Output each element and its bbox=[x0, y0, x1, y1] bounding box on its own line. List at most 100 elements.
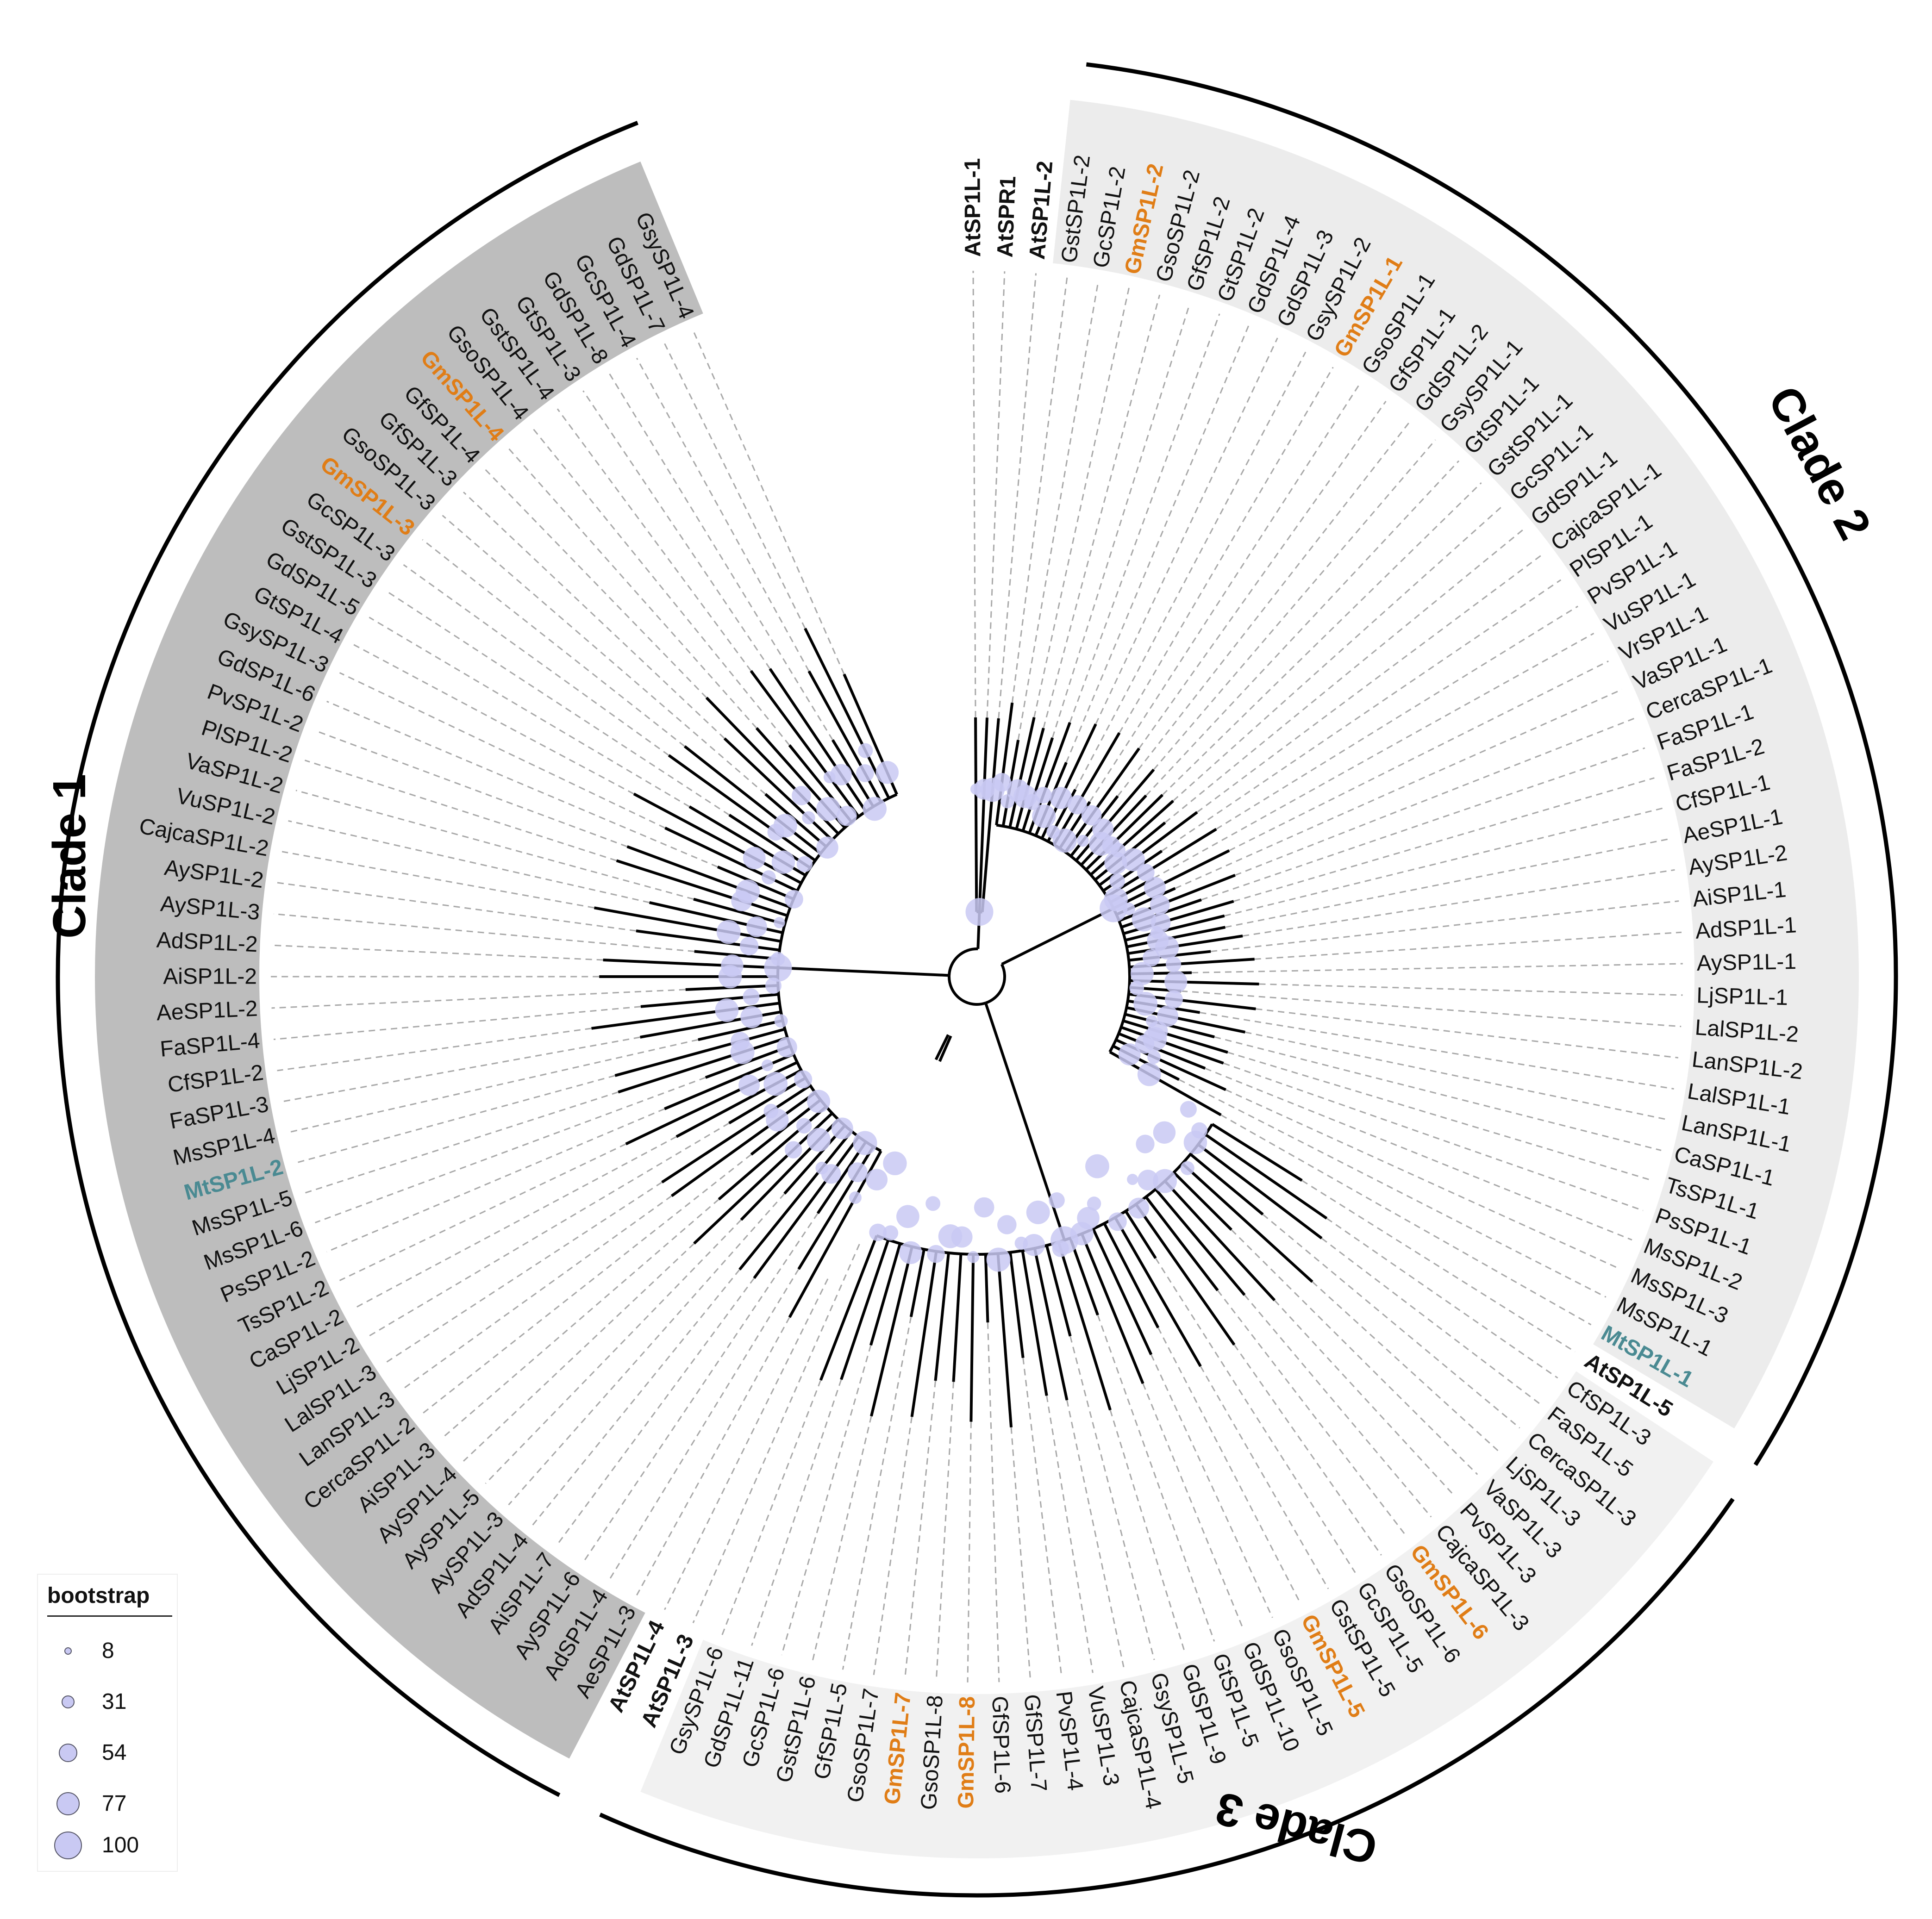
leader-line bbox=[636, 1317, 790, 1596]
leader-line bbox=[532, 1269, 740, 1526]
leader-line bbox=[353, 644, 634, 795]
leader-line bbox=[609, 373, 833, 741]
clade1-branch bbox=[728, 814, 811, 869]
bootstrap-node bbox=[739, 936, 759, 956]
bootstrap-node bbox=[1153, 1169, 1177, 1193]
clade2-branch bbox=[1064, 748, 1140, 853]
leader-line bbox=[1233, 1344, 1382, 1556]
bootstrap-node bbox=[815, 1161, 828, 1175]
leader-line bbox=[1010, 1427, 1032, 1681]
bootstrap-node bbox=[807, 1090, 831, 1113]
leader-line bbox=[1217, 1290, 1407, 1537]
leader-line bbox=[281, 1036, 640, 1103]
bootstrap-node bbox=[761, 1059, 774, 1072]
clade1-branch bbox=[698, 1019, 783, 1041]
tree-branches bbox=[591, 628, 1328, 1427]
leader-line bbox=[998, 273, 1037, 719]
clade1-branch bbox=[664, 827, 798, 892]
clade1-branch bbox=[694, 950, 779, 960]
leader-line bbox=[1256, 1008, 1679, 1059]
clade2-branch bbox=[1085, 794, 1163, 871]
clade1-branch bbox=[769, 668, 867, 812]
clade3-branch bbox=[1181, 1162, 1313, 1283]
leader-line bbox=[1200, 1012, 1674, 1090]
leader-line bbox=[339, 1143, 626, 1281]
clade1-branch bbox=[661, 1084, 811, 1184]
leader-line bbox=[385, 590, 730, 816]
legend-title: bootstrap bbox=[47, 1583, 150, 1608]
bootstrap-node bbox=[762, 870, 776, 885]
bootstrap-node bbox=[856, 764, 874, 782]
leader-line bbox=[315, 730, 628, 847]
bootstrap-node bbox=[731, 1032, 750, 1051]
bootstrap-node bbox=[802, 811, 815, 825]
bootstrap-node bbox=[1077, 835, 1089, 847]
leader-line bbox=[1262, 1214, 1520, 1429]
leader-line bbox=[339, 672, 666, 829]
bootstrap-node bbox=[1023, 1234, 1045, 1256]
leader-line bbox=[1011, 276, 1068, 703]
clade2-branch bbox=[1106, 828, 1217, 898]
leader-line bbox=[1097, 1315, 1215, 1642]
clade1-branch bbox=[633, 792, 802, 885]
clade3-branch bbox=[1092, 1228, 1153, 1355]
leaf-label: AdSP1L-2 bbox=[156, 928, 258, 957]
clade2-branch bbox=[1129, 979, 1259, 985]
leader-line bbox=[1145, 460, 1460, 796]
leader-line bbox=[532, 427, 790, 746]
bootstrap-node bbox=[1180, 1161, 1194, 1175]
leader-line bbox=[1220, 1114, 1592, 1326]
leader-line bbox=[508, 1193, 785, 1506]
bootstrap-node bbox=[1070, 1222, 1094, 1246]
branch bbox=[934, 1034, 950, 1060]
bootstrap-node bbox=[794, 1070, 813, 1089]
bootstrap-node bbox=[1014, 1236, 1028, 1250]
leader-line bbox=[972, 271, 976, 718]
bootstrap-node bbox=[875, 761, 899, 784]
legend-value: 100 bbox=[102, 1833, 139, 1857]
bootstrap-node bbox=[1104, 887, 1128, 911]
leader-line bbox=[1095, 337, 1278, 724]
bootstrap-node bbox=[774, 917, 785, 928]
clade2-branch bbox=[1123, 1019, 1228, 1054]
leader-line bbox=[781, 1345, 872, 1655]
bootstrap-node bbox=[986, 1247, 1011, 1272]
clade3-branch bbox=[1103, 1222, 1160, 1328]
bootstrap-node bbox=[771, 850, 795, 874]
leader-line bbox=[1321, 1238, 1540, 1404]
leader-line bbox=[1162, 482, 1482, 796]
leader-line bbox=[1153, 439, 1436, 770]
leader-line bbox=[1065, 325, 1250, 763]
clade1-branch bbox=[618, 1036, 788, 1094]
arabidopsis-branch bbox=[978, 717, 988, 912]
leader-line bbox=[288, 1039, 699, 1134]
bootstrap-legend: bootstrap 8 31 54 77 100 bbox=[37, 1574, 178, 1872]
bootstrap-node bbox=[764, 953, 792, 982]
legend-value: 8 bbox=[102, 1639, 114, 1663]
leader-line bbox=[1244, 1294, 1432, 1518]
leader-line bbox=[326, 1108, 665, 1253]
bootstrap-node bbox=[765, 978, 782, 994]
bootstrap-node bbox=[899, 1241, 922, 1265]
clade3-branch bbox=[969, 1254, 975, 1422]
clade1-branch bbox=[753, 1136, 860, 1279]
bootstrap-node bbox=[1153, 1121, 1176, 1144]
clade1-branch bbox=[693, 897, 786, 926]
clade1-branch bbox=[626, 845, 791, 909]
bootstrap-node bbox=[1129, 980, 1144, 996]
bootstrap-node bbox=[1157, 1005, 1178, 1027]
leader-line bbox=[1157, 1327, 1301, 1604]
leader-line bbox=[422, 1154, 752, 1414]
bootstrap-nodes bbox=[715, 743, 1208, 1272]
leader-line bbox=[271, 989, 686, 1009]
bootstrap-node bbox=[1144, 877, 1166, 899]
leader-line bbox=[288, 820, 650, 903]
leader-line bbox=[304, 760, 617, 861]
clade3-branch bbox=[984, 1254, 989, 1323]
clade2-branch bbox=[1120, 1026, 1224, 1065]
leader-line bbox=[556, 408, 752, 672]
leader-line bbox=[1235, 717, 1634, 876]
bootstrap-node bbox=[736, 879, 760, 903]
leader-line bbox=[1224, 807, 1663, 917]
leader-line bbox=[811, 1416, 872, 1664]
